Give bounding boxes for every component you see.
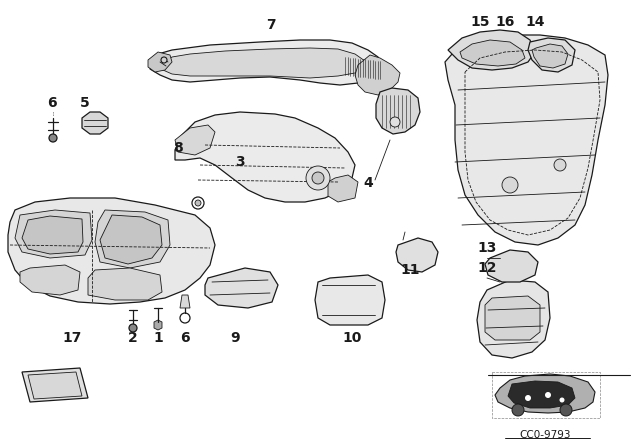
Text: 13: 13 <box>477 241 497 255</box>
Polygon shape <box>448 30 535 70</box>
Polygon shape <box>205 268 278 308</box>
Polygon shape <box>15 210 92 258</box>
Circle shape <box>180 313 190 323</box>
Text: 7: 7 <box>266 18 276 32</box>
Circle shape <box>512 404 524 416</box>
Polygon shape <box>22 368 88 402</box>
Polygon shape <box>154 320 162 330</box>
Text: 6: 6 <box>47 96 57 110</box>
Text: 8: 8 <box>173 141 183 155</box>
Polygon shape <box>508 381 575 408</box>
Text: 6: 6 <box>180 331 190 345</box>
Polygon shape <box>22 216 83 254</box>
Polygon shape <box>328 175 358 202</box>
Text: 14: 14 <box>525 15 545 29</box>
Circle shape <box>161 57 167 63</box>
Circle shape <box>306 166 330 190</box>
Polygon shape <box>20 265 80 295</box>
Text: 16: 16 <box>495 15 515 29</box>
Text: 1: 1 <box>153 331 163 345</box>
Text: CC0-9793: CC0-9793 <box>519 430 571 440</box>
Polygon shape <box>148 52 172 72</box>
Circle shape <box>560 404 572 416</box>
Text: 2: 2 <box>128 331 138 345</box>
Polygon shape <box>8 198 215 304</box>
Polygon shape <box>88 268 162 300</box>
Polygon shape <box>495 374 595 413</box>
Circle shape <box>192 197 204 209</box>
Polygon shape <box>355 55 400 95</box>
Circle shape <box>502 177 518 193</box>
Polygon shape <box>180 295 190 308</box>
Circle shape <box>554 159 566 171</box>
Circle shape <box>390 117 400 127</box>
Text: 4: 4 <box>363 176 373 190</box>
Circle shape <box>195 200 201 206</box>
Polygon shape <box>396 238 438 272</box>
Circle shape <box>312 172 324 184</box>
Circle shape <box>545 392 551 398</box>
Polygon shape <box>28 372 82 399</box>
Circle shape <box>49 134 57 142</box>
Text: 10: 10 <box>342 331 362 345</box>
Polygon shape <box>485 296 540 340</box>
Text: 9: 9 <box>230 331 240 345</box>
Circle shape <box>559 397 564 402</box>
Polygon shape <box>163 48 365 78</box>
Circle shape <box>129 324 137 332</box>
Polygon shape <box>485 250 538 282</box>
Text: 11: 11 <box>400 263 420 277</box>
Polygon shape <box>445 35 608 245</box>
Text: 12: 12 <box>477 261 497 275</box>
Polygon shape <box>95 210 170 268</box>
Polygon shape <box>82 112 108 134</box>
Polygon shape <box>532 44 568 68</box>
Polygon shape <box>477 280 550 358</box>
Circle shape <box>525 395 531 401</box>
Polygon shape <box>315 275 385 325</box>
Text: 15: 15 <box>470 15 490 29</box>
Text: 3: 3 <box>235 155 245 169</box>
Polygon shape <box>150 40 382 85</box>
Text: 17: 17 <box>62 331 82 345</box>
Polygon shape <box>100 215 162 264</box>
Polygon shape <box>175 112 355 202</box>
Polygon shape <box>175 125 215 155</box>
Polygon shape <box>460 40 525 66</box>
Polygon shape <box>376 88 420 134</box>
Text: 5: 5 <box>80 96 90 110</box>
Polygon shape <box>528 38 575 72</box>
